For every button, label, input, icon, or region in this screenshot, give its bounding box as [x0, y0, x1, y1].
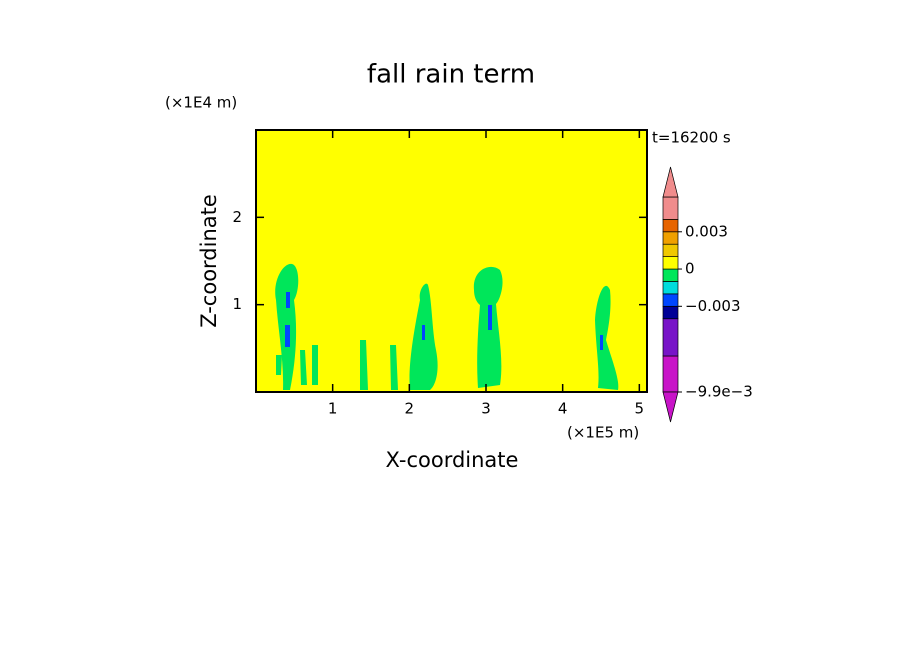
colorbar-box — [662, 219, 679, 233]
colorbar-box — [662, 231, 679, 245]
x-tick-label: 3 — [481, 400, 491, 418]
colorbar-box — [662, 268, 679, 282]
colorbar-box — [662, 355, 679, 393]
blob — [595, 285, 619, 390]
colorbar-box — [662, 196, 679, 220]
colorbar-under — [662, 391, 679, 423]
field-background — [256, 130, 647, 392]
blob — [276, 345, 318, 385]
colorbar-box — [662, 256, 679, 270]
colorbar-label: −0.003 — [685, 297, 741, 315]
colorbar-box — [662, 293, 679, 307]
y-tick-label: 1 — [232, 295, 242, 313]
colorbar-label: 0 — [685, 260, 695, 278]
contour-cores — [285, 292, 603, 350]
blob — [360, 340, 398, 390]
time-annotation: t=16200 s — [652, 129, 731, 147]
chart-title: fall rain term — [367, 60, 535, 90]
x-unit: (×1E5 m) — [567, 424, 639, 442]
colorbar-label: −9.9e−3 — [685, 383, 753, 401]
x-axis-label: X-coordinate — [386, 448, 519, 472]
x-tick-label: 2 — [405, 400, 415, 418]
x-tick-label: 5 — [635, 400, 645, 418]
colorbar-label: 0.003 — [685, 222, 728, 240]
plot-frame — [255, 129, 648, 393]
x-tick-label: 1 — [328, 400, 338, 418]
colorbar-over — [662, 166, 679, 198]
colorbar-box — [662, 281, 679, 295]
x-tick-label: 4 — [558, 400, 568, 418]
colorbar-box — [662, 318, 679, 357]
y-axis-label: Z-coordinate — [197, 194, 221, 328]
y-unit: (×1E4 m) — [165, 94, 237, 112]
colorbar-box — [662, 243, 679, 257]
colorbar-box — [662, 305, 679, 320]
core — [285, 292, 290, 347]
y-tick-label: 2 — [232, 208, 242, 226]
